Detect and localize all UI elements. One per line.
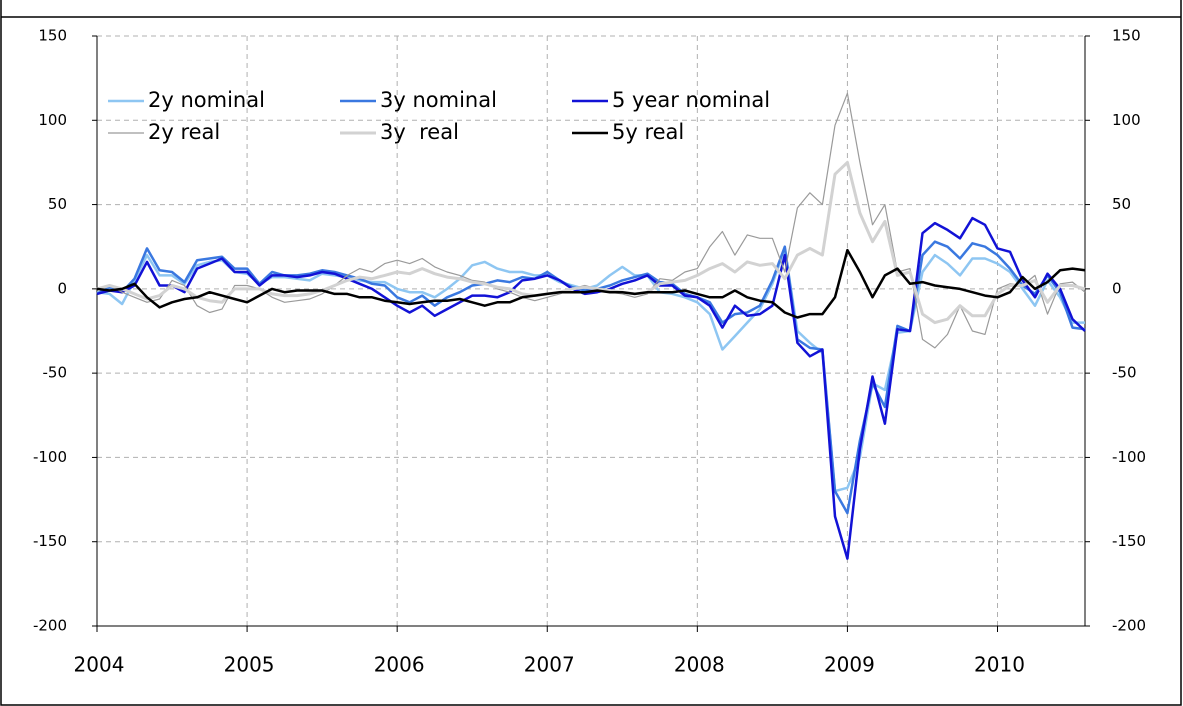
series-line [96, 160, 1086, 325]
y-tick-label: -50 [43, 364, 68, 382]
y-tick-label: 50 [48, 195, 67, 213]
y-tick-label: -200 [33, 617, 67, 635]
y-tick-label: 150 [38, 27, 67, 45]
x-tick-label: 2009 [824, 653, 875, 677]
y-tick-label: 0 [57, 279, 67, 297]
x-tick-label: 2004 [74, 653, 125, 677]
y2-tick-label: -200 [1112, 617, 1146, 635]
y-tick-label: -150 [33, 532, 67, 550]
y2-tick-label: -150 [1112, 532, 1146, 550]
legend-label: 2y real [148, 120, 220, 144]
series-line [96, 240, 1086, 515]
x-tick-label: 2010 [974, 653, 1025, 677]
legend-label: 2y nominal [148, 88, 265, 112]
y2-tick-label: -50 [1112, 364, 1137, 382]
legend-label: 3y nominal [380, 88, 497, 112]
x-tick-label: 2008 [674, 653, 725, 677]
y-tick-label: -100 [33, 448, 67, 466]
y2-tick-label: 50 [1112, 195, 1131, 213]
y2-tick-label: 0 [1112, 279, 1122, 297]
legend-label: 5 year nominal [612, 88, 770, 112]
x-tick-label: 2007 [524, 653, 575, 677]
x-tick-label: 2006 [374, 653, 425, 677]
legend-label: 3y real [380, 120, 459, 144]
series-line [96, 248, 1086, 319]
y-tick-label: 100 [38, 111, 67, 129]
y2-tick-label: 150 [1112, 27, 1141, 45]
series-line [96, 216, 1086, 560]
legend-label: 5y real [612, 120, 684, 144]
y2-tick-label: -100 [1112, 448, 1146, 466]
x-tick-label: 2005 [224, 653, 275, 677]
series-line [96, 92, 1086, 349]
y2-tick-label: 100 [1112, 111, 1141, 129]
